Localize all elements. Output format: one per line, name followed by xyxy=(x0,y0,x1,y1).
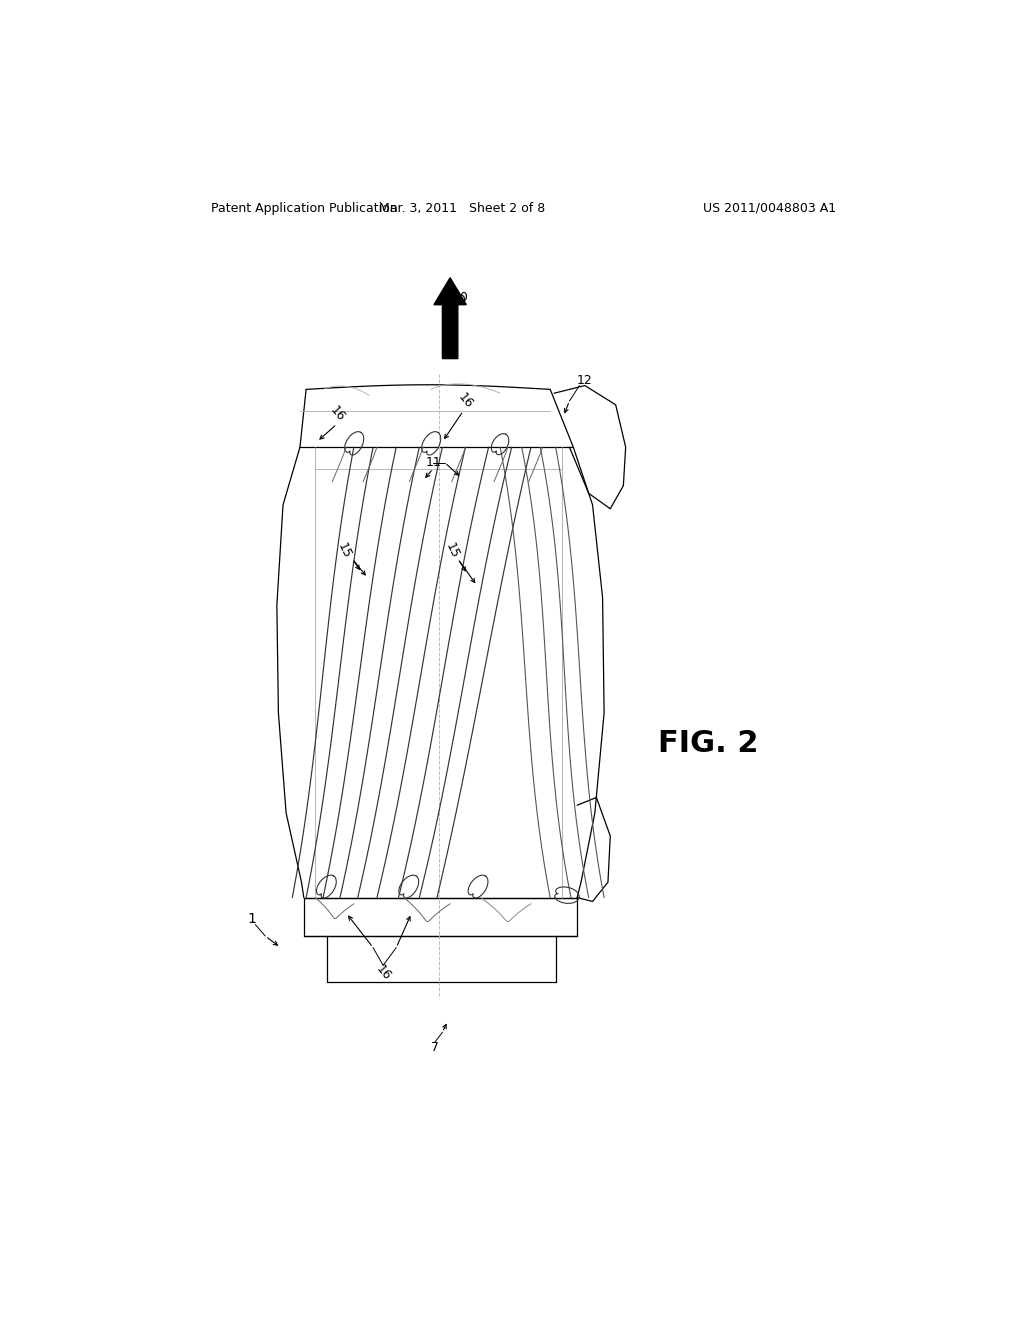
Text: 7: 7 xyxy=(431,1041,438,1055)
Text: 16: 16 xyxy=(327,404,347,424)
Text: 11: 11 xyxy=(425,455,441,469)
Text: US 2011/0048803 A1: US 2011/0048803 A1 xyxy=(703,202,837,215)
Text: FIG. 2: FIG. 2 xyxy=(657,729,759,758)
Text: 15: 15 xyxy=(443,541,462,561)
Text: 60: 60 xyxy=(450,294,466,308)
Text: Mar. 3, 2011   Sheet 2 of 8: Mar. 3, 2011 Sheet 2 of 8 xyxy=(379,202,545,215)
Text: 60: 60 xyxy=(453,290,468,304)
Text: 15: 15 xyxy=(336,541,354,561)
Text: 12: 12 xyxy=(577,374,593,387)
Text: 16: 16 xyxy=(373,962,393,983)
Text: Patent Application Publication: Patent Application Publication xyxy=(211,202,398,215)
FancyArrow shape xyxy=(434,277,466,359)
Text: 16: 16 xyxy=(456,391,475,411)
Text: 1: 1 xyxy=(248,912,257,927)
